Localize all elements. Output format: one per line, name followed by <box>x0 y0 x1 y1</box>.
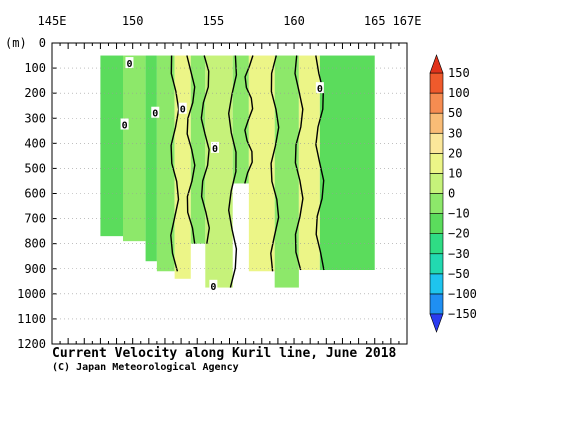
colorbar-label: −10 <box>448 207 470 221</box>
colorbar-box-12 <box>429 72 444 94</box>
velocity-field <box>100 55 375 288</box>
zero-contour-6 <box>200 55 211 244</box>
colorbar-box-8 <box>429 153 444 174</box>
contour-labels: 0 0 0 0 0 0 0 <box>120 57 324 293</box>
colorbar-label: −20 <box>448 227 470 241</box>
y-tick-label: 500 <box>24 161 46 175</box>
x-tick-label: 165 <box>364 14 386 28</box>
colorbar-label: −100 <box>448 287 477 301</box>
colorbar-box-4 <box>429 233 444 255</box>
colorbar-label: −150 <box>448 307 477 321</box>
contour-label-2: 0 <box>122 121 128 132</box>
colorbar-label: 150 <box>448 66 470 80</box>
zero-contours <box>170 55 325 288</box>
y-axis: 0 100 200 300 400 500 600 700 800 900 1000 1100 1200 <box>17 36 407 351</box>
colorbar-box-3 <box>429 253 444 275</box>
contour-label-bg-7 <box>209 279 218 291</box>
colorbar-label: 30 <box>448 126 462 140</box>
x-tick-label: 155 <box>203 14 225 28</box>
colorbar-label: 10 <box>448 166 462 180</box>
colorbar-label: −50 <box>448 267 470 281</box>
contour-label-1: 0 <box>126 59 132 70</box>
velocity-band-7 <box>205 55 233 288</box>
colorbar-box-10 <box>429 112 444 134</box>
y-tick-label: 900 <box>24 262 46 276</box>
velocity-band-9 <box>248 55 275 272</box>
y-tick-label: 1000 <box>17 287 46 301</box>
colorbar-box-6 <box>429 193 444 214</box>
contour-label-bg-6 <box>315 82 324 94</box>
colorbar-label: 50 <box>448 106 462 120</box>
colorbar-box-7 <box>429 173 444 194</box>
y-tick-label: 1200 <box>17 337 46 351</box>
chart-title: Current Velocity along Kuril line, June … <box>52 346 397 361</box>
colorbar-box-9 <box>429 132 444 154</box>
contour-label-bg-2 <box>120 118 129 130</box>
y-tick-label: 600 <box>24 187 46 201</box>
colorbar-min-triangle <box>429 313 444 333</box>
y-tick-label: 200 <box>24 86 46 100</box>
y-tick-label: 100 <box>24 61 46 75</box>
colorbar-box-11 <box>429 92 444 114</box>
x-tick-label: 145E <box>38 14 67 28</box>
colorbar-box-1 <box>429 293 444 315</box>
x-tick-label: 160 <box>283 14 305 28</box>
zero-contour-9 <box>270 55 280 272</box>
contour-label-bg-5 <box>210 141 219 153</box>
colorbar-box-5 <box>429 213 444 234</box>
velocity-band-10 <box>274 55 299 288</box>
contour-label-6: 0 <box>317 84 323 95</box>
x-tick-label: 167E <box>393 14 422 28</box>
zero-contour-8 <box>244 55 254 184</box>
contour-label-5: 0 <box>212 144 218 155</box>
x-tick-label: 150 <box>122 14 144 28</box>
y-tick-label: 0 <box>39 36 46 50</box>
y-tick-label: 700 <box>24 212 46 226</box>
velocity-band-2 <box>123 55 146 242</box>
zero-contour-7 <box>227 55 238 288</box>
colorbar-label: −30 <box>448 247 470 261</box>
zero-contour-5 <box>186 55 196 244</box>
contour-label-4: 0 <box>180 105 186 116</box>
zero-contour-4 <box>170 55 180 272</box>
y-tick-label: 300 <box>24 111 46 125</box>
velocity-band-8 <box>232 55 249 184</box>
contour-label-7: 0 <box>210 282 216 293</box>
colorbar-box-2 <box>429 273 444 295</box>
y-tick-label: 800 <box>24 237 46 251</box>
velocity-band-4 <box>156 55 175 272</box>
velocity-band-6 <box>190 55 206 244</box>
y-tick-label: 1100 <box>17 312 46 326</box>
velocity-band-12 <box>319 55 375 271</box>
velocity-band-5 <box>174 55 191 279</box>
velocity-band-11 <box>298 55 320 271</box>
colorbar-label: 100 <box>448 86 470 100</box>
chart-credit: (C) Japan Meteorological Agency <box>52 361 239 373</box>
zero-contour-10 <box>294 55 304 271</box>
colorbar-label: 20 <box>448 146 462 160</box>
y-tick-label: 400 <box>24 136 46 150</box>
contour-label-bg-4 <box>178 102 187 114</box>
colorbar-label: 0 <box>448 187 455 201</box>
contour-label-bg-1 <box>125 57 134 69</box>
velocity-band-1 <box>100 55 123 237</box>
colorbar-max-triangle <box>429 54 444 74</box>
velocity-band-3 <box>145 55 157 262</box>
contour-label-3: 0 <box>152 109 158 120</box>
x-axis: 145E 150 155 160 165 167E <box>38 14 422 344</box>
contour-label-bg-3 <box>151 106 160 118</box>
y-axis-unit: (m) <box>5 36 27 50</box>
